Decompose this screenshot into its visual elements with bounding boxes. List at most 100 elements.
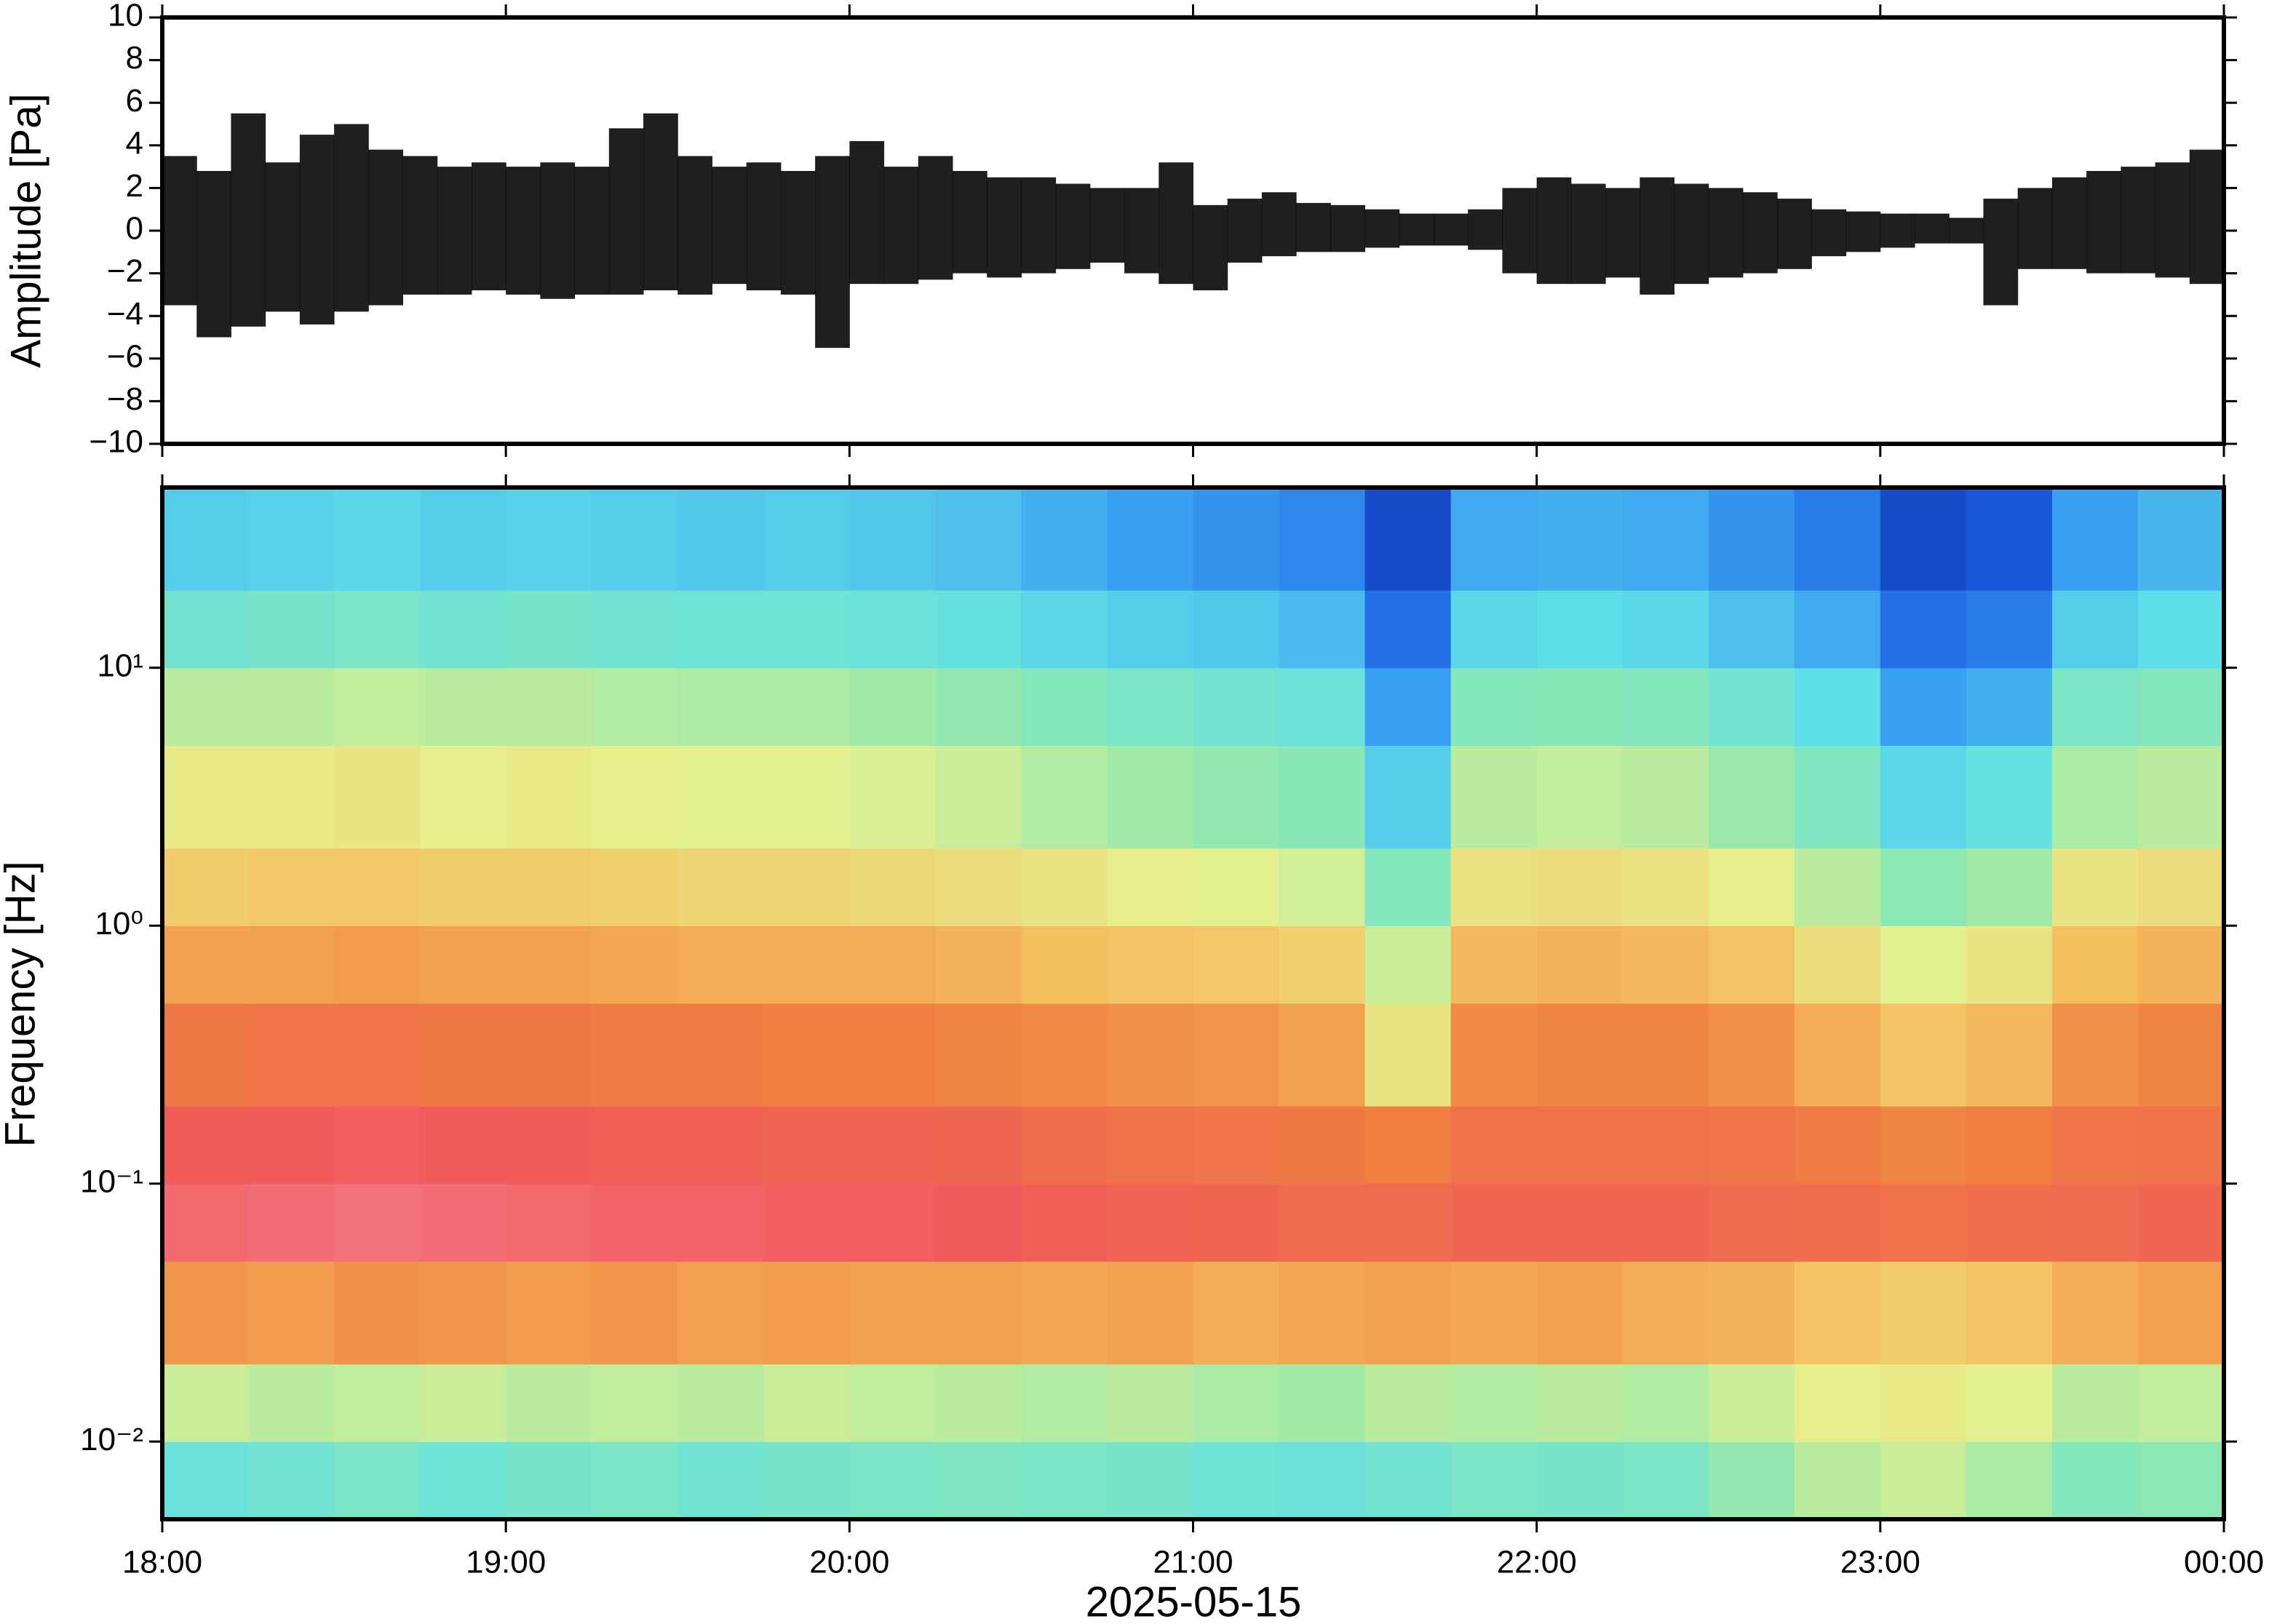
amplitude-envelope [1777, 199, 1812, 269]
spectrogram-cell [763, 667, 850, 747]
spectrogram-cell [1966, 926, 2053, 1004]
spectrogram-cell [1107, 745, 1194, 849]
spectrogram-cell [1708, 1364, 1795, 1442]
spectrogram-cell [935, 1261, 1022, 1365]
spectrogram-cell [1107, 1003, 1194, 1107]
spectrogram-cell [1193, 1364, 1280, 1442]
spectrogram-cell [1708, 667, 1795, 747]
spectrogram-cell [1708, 487, 1795, 591]
spectrogram-cell [1794, 1261, 1881, 1365]
spectrogram-cell [2051, 745, 2139, 849]
spectrogram-cell [420, 745, 506, 849]
spectrogram-cell [849, 1261, 936, 1365]
amplitude-envelope [952, 170, 988, 274]
spectrogram-cell [592, 745, 678, 849]
spectrogram-cell [162, 590, 249, 669]
spectrogram-cell [849, 926, 936, 1004]
spectrogram-cell [506, 1183, 592, 1262]
spectrogram-cell [1193, 487, 1280, 591]
y-tick-label: 10 [108, 0, 143, 33]
amplitude-envelope [1089, 188, 1125, 263]
spectrogram-cell [1021, 667, 1108, 747]
spectrogram-cell [935, 1183, 1022, 1262]
spectrogram-cell [935, 1003, 1022, 1107]
spectrogram-cell [162, 667, 249, 747]
amplitude-envelope [1261, 192, 1297, 257]
spectrogram-cell [1364, 848, 1452, 926]
spectrogram-cell [2137, 1183, 2225, 1262]
spectrogram-cell [763, 1003, 850, 1107]
amplitude-envelope [1193, 204, 1228, 291]
spectrogram-cell [592, 667, 678, 747]
spectrogram-cell [935, 745, 1022, 849]
spectrogram-cell [1279, 1261, 1366, 1365]
spectrogram-cell [935, 1441, 1022, 1520]
spectrogram-cell [1966, 667, 2053, 747]
amplitude-envelope [1915, 213, 1950, 244]
x-tick-label: 19:00 [466, 1545, 546, 1580]
spectrogram-cell [1279, 926, 1366, 1004]
spectrogram-cell [1966, 1261, 2053, 1365]
amplitude-envelope [1536, 177, 1572, 284]
spectrogram-cell [420, 1261, 506, 1365]
amplitude-envelope [2189, 149, 2225, 284]
spectrogram-cell [1364, 1441, 1452, 1520]
amplitude-envelope [1296, 202, 1331, 252]
amplitude-envelope [815, 156, 850, 349]
spectrogram-cell [849, 848, 936, 926]
spectrogram-cell [1279, 590, 1366, 669]
spectrogram-cell [592, 590, 678, 669]
spectrogram-cell [1880, 667, 1967, 747]
spectrogram-cell [1193, 1441, 1280, 1520]
frequency-axis-title: Frequency [Hz] [0, 861, 44, 1147]
spectrogram-cell [1450, 487, 1538, 591]
spectrogram-cell [2137, 848, 2225, 926]
amplitude-envelope [2017, 188, 2053, 269]
spectrogram-cell [592, 1261, 678, 1365]
spectrogram-cell [162, 745, 249, 849]
spectrogram-cell [162, 848, 249, 926]
spectrogram-cell [1021, 1441, 1108, 1520]
spectrogram-cell [1708, 1183, 1795, 1262]
spectrogram-cell [1450, 745, 1538, 849]
spectrogram-cell [1622, 745, 1709, 849]
amplitude-envelope [643, 113, 678, 291]
spectrogram-cell [1622, 1364, 1709, 1442]
x-tick-label: 23:00 [1840, 1545, 1920, 1580]
spectrogram-cell [1193, 1261, 1280, 1365]
spectrogram-cell [1794, 745, 1881, 849]
y-tick-label: −2 [107, 253, 143, 289]
spectrogram-cell [334, 590, 421, 669]
y-tick-label: 10⁻¹ [80, 1163, 143, 1199]
spectrogram-cell [1450, 1261, 1538, 1365]
amplitude-envelope [368, 149, 404, 306]
amplitude-envelope [265, 162, 301, 312]
spectrogram-cell [506, 590, 592, 669]
spectrogram-cell [1536, 926, 1624, 1004]
spectrogram-cell [1021, 1261, 1108, 1365]
spectrogram-cell [1021, 745, 1108, 849]
spectrogram-cell [763, 1183, 850, 1262]
amplitude-envelope [437, 167, 472, 295]
spectrogram-cell [1279, 745, 1366, 849]
amplitude-envelope [334, 124, 369, 312]
spectrogram-cell [1107, 1364, 1194, 1442]
spectrogram-cell [1536, 1003, 1624, 1107]
spectrogram-cell [1364, 1261, 1452, 1365]
spectrogram-cell [1279, 667, 1366, 747]
amplitude-envelope [506, 167, 541, 295]
spectrogram-cell [1794, 1003, 1881, 1107]
amplitude-envelope [1949, 218, 1984, 244]
spectrogram-cell [935, 590, 1022, 669]
spectrogram-cell [1536, 590, 1624, 669]
spectrogram-cell [506, 1364, 592, 1442]
spectrogram-cell [1708, 848, 1795, 926]
amplitude-envelope [883, 167, 919, 284]
spectrogram-cell [506, 667, 592, 747]
spectrogram-cell [592, 487, 678, 591]
spectrogram-cell [1536, 1441, 1624, 1520]
spectrogram-cell [162, 1003, 249, 1107]
spectrogram-cell [162, 1106, 249, 1185]
spectrogram-cell [1364, 590, 1452, 669]
spectrogram-cell [162, 926, 249, 1004]
